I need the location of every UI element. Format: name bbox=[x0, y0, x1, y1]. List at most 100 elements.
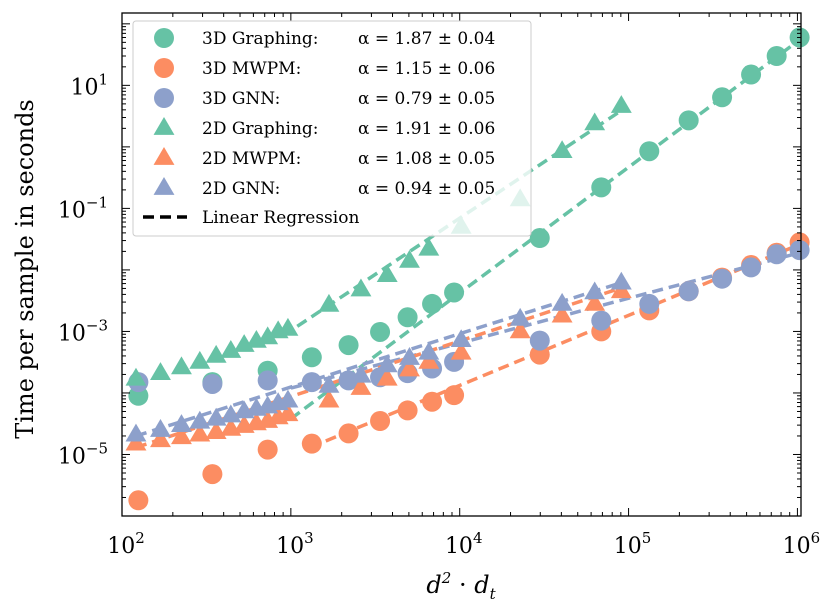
data-point bbox=[376, 354, 398, 373]
data-point bbox=[444, 282, 465, 303]
axis-ticks bbox=[121, 13, 801, 517]
data-point bbox=[301, 433, 322, 454]
legend-alpha-value: α = 1.91 ± 0.06 bbox=[358, 119, 495, 139]
data-point bbox=[450, 329, 472, 348]
data-point bbox=[591, 177, 612, 198]
x-tick-label: 106 bbox=[783, 529, 821, 559]
data-point bbox=[318, 293, 340, 312]
data-point bbox=[257, 326, 279, 345]
legend-series-name: 2D GNN: bbox=[202, 179, 280, 199]
data-point bbox=[712, 268, 733, 289]
data-point bbox=[318, 374, 340, 393]
legend-series-name: 3D MWPM: bbox=[202, 59, 301, 79]
data-point bbox=[376, 264, 398, 283]
legend-alpha-value: α = 1.87 ± 0.04 bbox=[358, 29, 495, 49]
data-point bbox=[422, 293, 443, 314]
legend-series-name: 2D MWPM: bbox=[202, 149, 301, 169]
legend-marker bbox=[154, 58, 174, 78]
data-point bbox=[551, 304, 573, 323]
data-point bbox=[444, 385, 465, 406]
regression-line bbox=[309, 242, 801, 450]
data-point bbox=[189, 350, 211, 369]
data-point bbox=[350, 278, 372, 297]
legend-alpha-value: α = 0.79 ± 0.05 bbox=[358, 89, 495, 109]
data-point bbox=[509, 320, 531, 339]
data-point bbox=[789, 240, 810, 261]
data-point bbox=[150, 418, 171, 437]
data-point bbox=[397, 307, 418, 328]
data-point bbox=[338, 335, 359, 356]
data-point bbox=[422, 391, 443, 412]
data-point bbox=[301, 347, 322, 368]
data-point bbox=[529, 330, 550, 351]
x-tick-label: 104 bbox=[445, 529, 483, 559]
data-point bbox=[610, 271, 632, 290]
data-point bbox=[591, 310, 612, 331]
y-tick-label: 10−3 bbox=[58, 316, 108, 346]
legend-series-name: 3D GNN: bbox=[202, 89, 280, 109]
data-point bbox=[277, 403, 299, 422]
x-axis-label: d2 · dt bbox=[426, 569, 496, 603]
data-point bbox=[350, 364, 372, 383]
data-point bbox=[338, 370, 359, 391]
data-point bbox=[370, 411, 391, 432]
legend: 3D Graphing: α = 1.87 ± 0.04 3D MWPM: α = 1… bbox=[132, 20, 532, 237]
data-point bbox=[678, 110, 699, 131]
data-point bbox=[584, 112, 606, 131]
data-point bbox=[741, 257, 762, 278]
data-point bbox=[257, 439, 278, 460]
data-point bbox=[551, 140, 573, 159]
data-point bbox=[399, 358, 420, 377]
data-point bbox=[418, 237, 440, 256]
data-point bbox=[418, 341, 440, 360]
data-point bbox=[205, 344, 227, 363]
data-point bbox=[529, 344, 550, 365]
data-point bbox=[338, 423, 359, 444]
legend-marker bbox=[154, 88, 174, 108]
data-point bbox=[202, 464, 223, 485]
data-point bbox=[397, 400, 418, 421]
data-point bbox=[712, 87, 733, 108]
plot-frame bbox=[121, 12, 802, 517]
regression-line bbox=[290, 251, 801, 390]
data-point bbox=[639, 293, 660, 314]
y-tick-label: 10−5 bbox=[58, 439, 108, 469]
data-point bbox=[189, 423, 211, 442]
data-point bbox=[678, 281, 699, 302]
data-point bbox=[418, 350, 440, 369]
legend-frame bbox=[132, 20, 532, 237]
legend-marker bbox=[153, 177, 175, 195]
data-points bbox=[125, 27, 810, 511]
legend-series-name: 3D Graphing: bbox=[202, 29, 319, 49]
legend-marker bbox=[154, 28, 174, 48]
data-point bbox=[639, 141, 660, 162]
data-point bbox=[610, 95, 632, 113]
data-point bbox=[257, 370, 278, 391]
data-point bbox=[171, 414, 192, 432]
legend-alpha-value: α = 1.15 ± 0.06 bbox=[358, 59, 495, 79]
data-point bbox=[350, 377, 372, 395]
data-point bbox=[220, 340, 242, 358]
data-point bbox=[318, 389, 340, 408]
data-point bbox=[584, 292, 606, 311]
data-point bbox=[202, 373, 223, 394]
data-point bbox=[128, 490, 149, 511]
data-point bbox=[370, 321, 391, 342]
data-point bbox=[125, 423, 147, 442]
legend-regression-label: Linear Regression bbox=[202, 208, 359, 228]
data-point bbox=[450, 341, 472, 360]
y-axis-label: Time per sample in seconds bbox=[11, 99, 39, 439]
data-point bbox=[509, 307, 531, 326]
data-point bbox=[205, 407, 227, 426]
y-tick-label: 10−1 bbox=[58, 193, 108, 223]
tick-labels: 102 103 104 105 106 10−5 10−3 10−1 101 bbox=[58, 70, 820, 559]
data-point bbox=[125, 432, 147, 451]
data-point bbox=[399, 347, 420, 365]
x-tick-label: 102 bbox=[107, 529, 145, 559]
data-point bbox=[529, 228, 550, 249]
data-point bbox=[584, 281, 606, 300]
data-point bbox=[551, 292, 573, 311]
legend-marker bbox=[153, 147, 175, 165]
y-tick-label: 101 bbox=[70, 70, 108, 100]
